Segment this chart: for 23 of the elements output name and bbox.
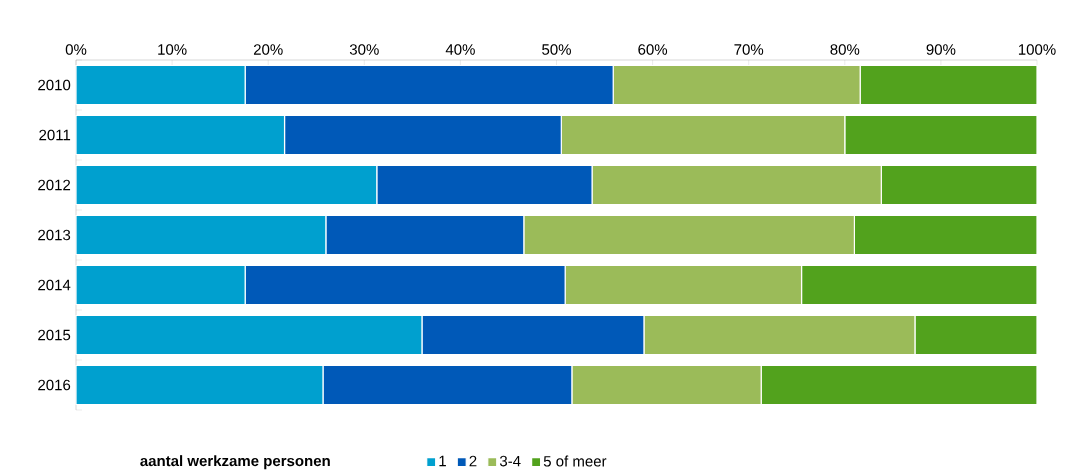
y-tick-label: 2013 (38, 229, 71, 241)
x-tick-label: 100% (1018, 44, 1056, 55)
y-tick-label: 2010 (38, 79, 71, 91)
legend-label: 3-4 (499, 455, 521, 467)
x-tick-label: 40% (445, 44, 475, 55)
y-tick-label: 2011 (39, 129, 71, 141)
y-tick-label: 2015 (38, 329, 71, 341)
x-tick-label: 70% (734, 44, 764, 55)
legend-title: aantal werkzame personen (140, 455, 330, 470)
y-tick-label: 2014 (38, 279, 71, 291)
x-tick-label: 0% (65, 44, 87, 55)
y-tick-label: 2012 (38, 179, 71, 191)
legend-label: 1 (439, 455, 446, 467)
x-tick-label: 60% (638, 44, 668, 55)
x-tick-label: 10% (158, 44, 187, 55)
x-tick-label: 30% (349, 44, 379, 55)
legend-label: 2 (469, 455, 477, 467)
x-tick-label: 90% (926, 44, 956, 55)
y-tick-label: 2016 (38, 379, 71, 391)
x-tick-label: 50% (542, 44, 571, 55)
legend-label: 5 of meer (543, 455, 607, 467)
x-tick-label: 20% (253, 44, 283, 55)
x-tick-label: 80% (830, 44, 860, 55)
